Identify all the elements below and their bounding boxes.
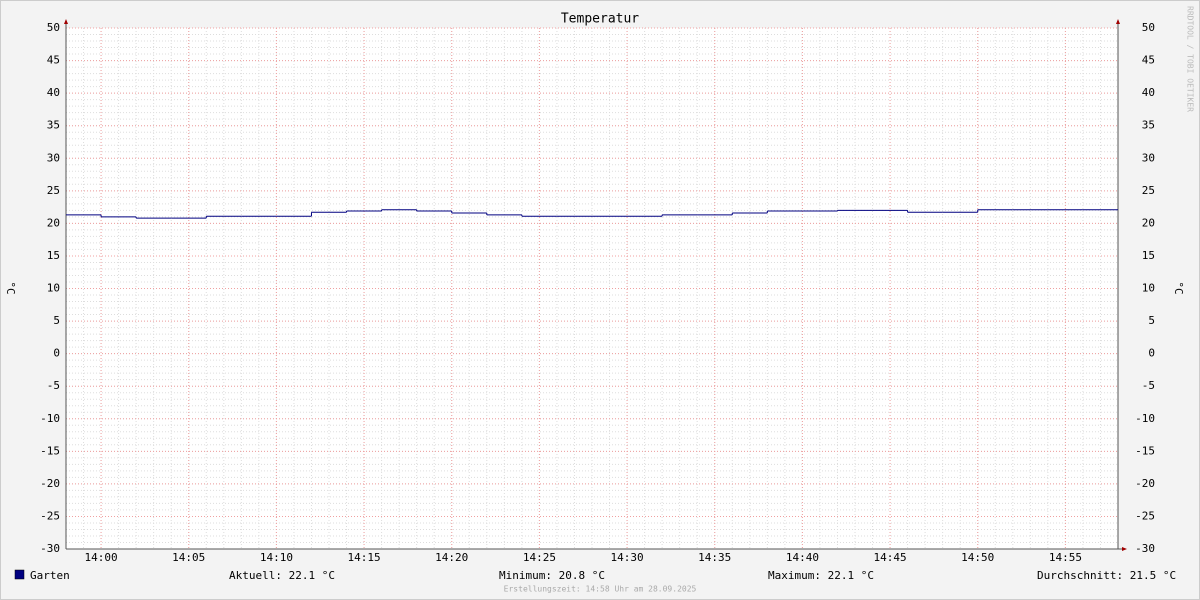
y-tick-label: 5 — [53, 314, 60, 327]
y2-tick-label: -25 — [1135, 509, 1155, 522]
y-tick-label: -5 — [47, 379, 60, 392]
x-tick-label: 14:00 — [85, 551, 118, 564]
stat-label: Maximum: — [768, 569, 821, 582]
x-tick-label: 14:30 — [611, 551, 644, 564]
x-tick-label: 14:50 — [961, 551, 994, 564]
y2-axis-label: °C — [1172, 281, 1185, 294]
y-tick-label: 10 — [47, 282, 60, 295]
y-tick-label: 35 — [47, 119, 60, 132]
y2-tick-label: 10 — [1142, 282, 1155, 295]
stat-unit: °C — [861, 569, 874, 582]
footer: Erstellungszeit: 14:58 Uhr am 28.09.2025 — [504, 585, 697, 594]
axis-arrow — [1116, 19, 1120, 24]
y-tick-label: 0 — [53, 347, 60, 360]
x-tick-label: 14:15 — [348, 551, 381, 564]
y2-tick-label: -30 — [1135, 542, 1155, 555]
y2-tick-label: 25 — [1142, 184, 1155, 197]
chart-title: Temperatur — [561, 12, 639, 27]
stat-unit: °C — [1163, 569, 1176, 582]
y-tick-label: -30 — [40, 542, 60, 555]
x-tick-label: 14:25 — [523, 551, 556, 564]
y-tick-label: 50 — [47, 21, 60, 34]
x-tick-label: 14:10 — [260, 551, 293, 564]
y-tick-label: 20 — [47, 216, 60, 229]
stat-label: Aktuell: — [229, 569, 282, 582]
y2-tick-label: -10 — [1135, 412, 1155, 425]
x-tick-label: 14:40 — [786, 551, 819, 564]
stat-value: 22.1 — [289, 569, 316, 582]
stat-value: 21.5 — [1130, 569, 1157, 582]
stat-unit: °C — [322, 569, 335, 582]
y2-tick-label: 45 — [1142, 54, 1155, 67]
x-tick-label: 14:55 — [1049, 551, 1082, 564]
y2-tick-label: 50 — [1142, 21, 1155, 34]
axis-arrow — [64, 19, 68, 24]
legend-stat: Durchschnitt: 21.5 °C — [1037, 569, 1176, 582]
y2-tick-label: -20 — [1135, 477, 1155, 490]
y-tick-label: -20 — [40, 477, 60, 490]
y2-tick-label: 30 — [1142, 151, 1155, 164]
y2-tick-label: 15 — [1142, 249, 1155, 262]
axis-arrow — [1122, 547, 1127, 551]
y2-tick-label: 40 — [1142, 86, 1155, 99]
stat-value: 20.8 — [559, 569, 586, 582]
y-tick-label: 25 — [47, 184, 60, 197]
y-tick-label: -10 — [40, 412, 60, 425]
y-tick-label: -15 — [40, 444, 60, 457]
legend-swatch — [14, 569, 25, 580]
y-tick-label: 40 — [47, 86, 60, 99]
x-tick-label: 14:05 — [172, 551, 205, 564]
stat-unit: °C — [592, 569, 605, 582]
stat-label: Minimum: — [499, 569, 552, 582]
y-tick-label: -25 — [40, 509, 60, 522]
legend-stat: Minimum: 20.8 °C — [499, 569, 605, 582]
y2-tick-label: 20 — [1142, 216, 1155, 229]
x-tick-label: 14:20 — [435, 551, 468, 564]
y-axis-label: °C — [4, 281, 17, 294]
y-tick-label: 45 — [47, 54, 60, 67]
stat-label: Durchschnitt: — [1037, 569, 1123, 582]
y2-tick-label: 0 — [1148, 347, 1155, 360]
stat-value: 22.1 — [828, 569, 855, 582]
y2-tick-label: -5 — [1142, 379, 1155, 392]
y2-tick-label: 35 — [1142, 119, 1155, 132]
watermark: RRDTOOL / TOBI OETIKER — [1186, 6, 1195, 112]
legend-label: Garten — [30, 569, 70, 582]
x-tick-label: 14:45 — [874, 551, 907, 564]
y2-tick-label: 5 — [1148, 314, 1155, 327]
legend-stat: Aktuell: 22.1 °C — [229, 569, 335, 582]
x-tick-label: 14:35 — [698, 551, 731, 564]
y2-tick-label: -15 — [1135, 444, 1155, 457]
y-tick-label: 15 — [47, 249, 60, 262]
y-tick-label: 30 — [47, 151, 60, 164]
legend-stat: Maximum: 22.1 °C — [768, 569, 874, 582]
